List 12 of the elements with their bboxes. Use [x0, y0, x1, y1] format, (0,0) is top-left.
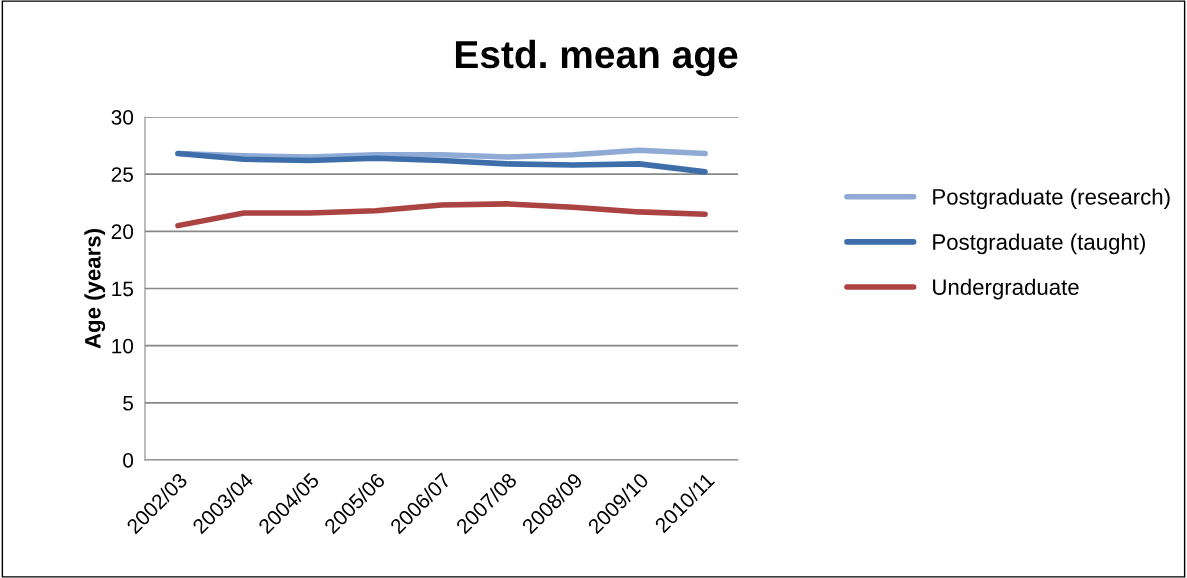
y-tick-label: 20 — [111, 224, 134, 240]
legend-label: Postgraduate (research) — [933, 188, 1170, 210]
y-tick-label: 15 — [112, 281, 134, 297]
y-tick-label: 0 — [123, 453, 134, 468]
y-tick-label: 10 — [112, 338, 134, 354]
y-tick-label: 5 — [123, 396, 134, 411]
chart-title: Estd. mean age — [455, 39, 738, 77]
y-tick-label: 25 — [111, 167, 134, 182]
legend-label: Postgraduate (taught) — [933, 233, 1145, 255]
y-axis-title: Age (years) — [84, 229, 106, 349]
legend-label: Undergraduate — [933, 278, 1079, 300]
y-tick-label: 30 — [111, 110, 134, 125]
